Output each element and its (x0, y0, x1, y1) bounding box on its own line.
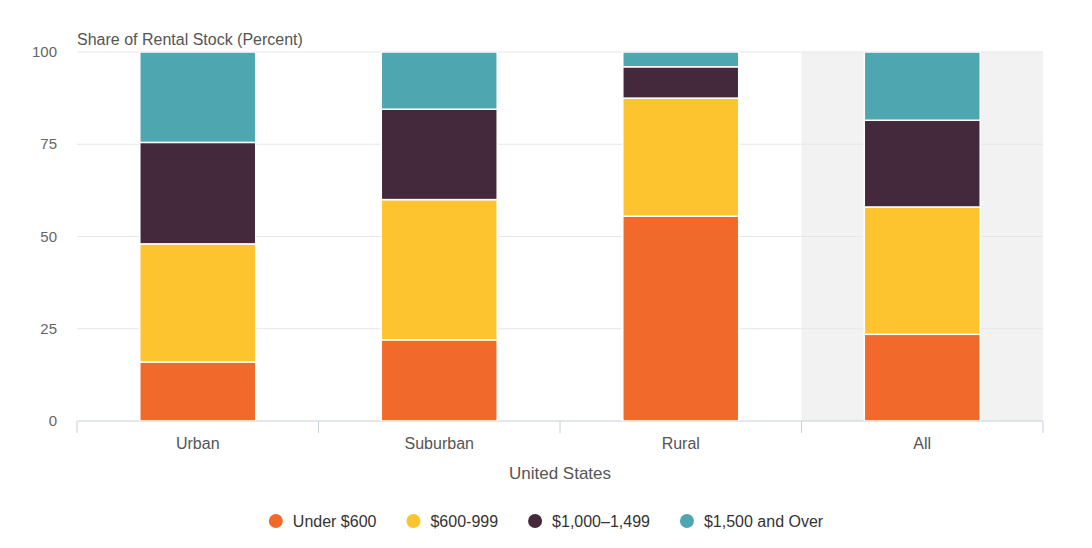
x-tick (318, 421, 319, 433)
legend-label: $600-999 (430, 513, 498, 530)
x-tick-label: Rural (662, 435, 700, 452)
x-tick-label: Suburban (405, 435, 474, 452)
x-tick-label: All (913, 435, 931, 452)
legend-label: $1,000–1,499 (552, 513, 650, 530)
bar-segment (381, 340, 497, 421)
bar-segment (381, 52, 497, 109)
legend-swatch (406, 514, 420, 528)
y-tick-label: 50 (40, 228, 57, 245)
y-tick-label: 25 (40, 320, 57, 337)
bar-segment (623, 216, 739, 421)
bar-segment (864, 120, 980, 207)
bar-segment (140, 52, 256, 142)
x-axis-label: United States (509, 464, 611, 483)
legend-label: Under $600 (293, 513, 377, 530)
chart: 0 25 50 75 100 Urban Suburban Rural All United St… (0, 0, 1092, 548)
x-tick (1043, 421, 1044, 433)
x-tick (560, 421, 561, 433)
bars (140, 52, 980, 421)
x-tick-label: Urban (176, 435, 220, 452)
legend-label: $1,500 and Over (704, 513, 824, 530)
y-axis-title: Share of Rental Stock (Percent) (77, 31, 303, 48)
legend-item: $1,500 and Over (680, 513, 824, 530)
legend-swatch (528, 514, 542, 528)
bar-segment (381, 109, 497, 199)
legend: Under $600 $600-999 $1,000–1,499 $1,500 and… (269, 513, 824, 530)
y-tick-label: 100 (32, 43, 57, 60)
bar-segment (140, 244, 256, 362)
bar-segment (623, 67, 739, 98)
y-tick-label: 0 (49, 412, 57, 429)
legend-swatch (680, 514, 694, 528)
bar-segment (864, 334, 980, 421)
y-tick-label: 75 (40, 135, 57, 152)
legend-item: Under $600 (269, 513, 377, 530)
x-tick (801, 421, 802, 433)
bar-segment (140, 362, 256, 421)
bar-segment (381, 200, 497, 340)
bar-segment (864, 52, 980, 120)
bar-segment (864, 207, 980, 334)
legend-swatch (269, 514, 283, 528)
legend-item: $1,000–1,499 (528, 513, 650, 530)
bar-segment (140, 142, 256, 243)
bar-segment (623, 52, 739, 67)
legend-item: $600-999 (406, 513, 498, 530)
bar-segment (623, 98, 739, 216)
x-tick (77, 421, 78, 433)
